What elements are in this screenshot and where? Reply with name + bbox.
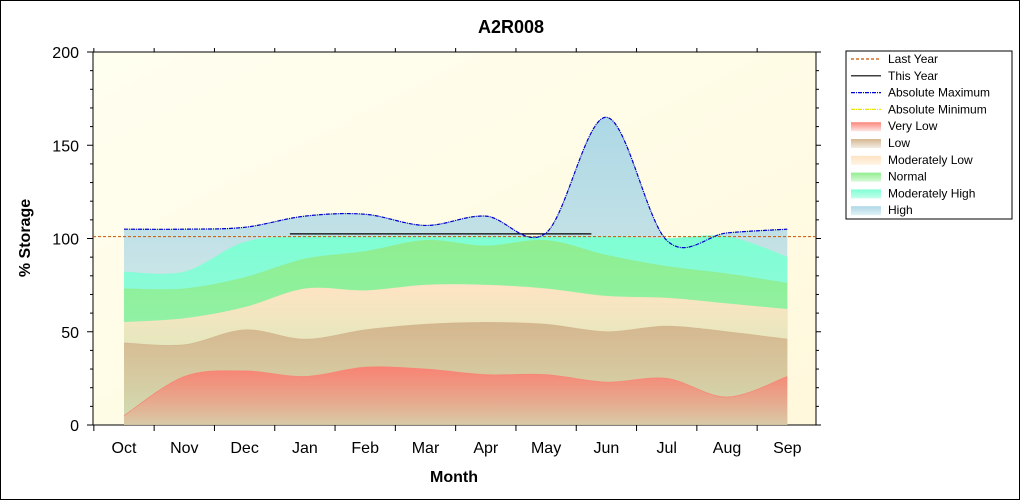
legend-label-moderately-high: Moderately High [888,186,975,200]
band-edge-moderately-low [123,284,788,323]
x-axis-title: Month [430,469,478,486]
band-edge-normal [123,239,788,291]
legend-label-low: Low [888,136,910,150]
legend-swatch-very-low [851,122,881,132]
x-tick-label: Dec [230,440,258,457]
x-tick-label: Jul [656,440,676,457]
legend-label-very-low: Very Low [888,119,938,133]
band-areas [123,116,788,425]
y-tick-label: 0 [70,418,79,435]
x-tick-label: Feb [351,440,379,457]
y-tick-label: 50 [61,325,79,342]
legend-label-this-year: This Year [888,69,938,83]
legend-swatch-low [851,139,881,148]
legend-label-moderately-low: Moderately Low [888,153,973,167]
x-tick-label: Sep [773,440,802,457]
series-lines [93,116,816,249]
x-tick-label: Aug [713,440,741,457]
y-tick-label: 100 [52,232,79,249]
axes: 0 50 100 150 200 Oct Nov Dec Jan Feb Mar Apr May Jun J… [52,45,821,457]
legend-label-absolute-minimum: Absolute Minimum [888,102,987,116]
legend: Last Year This Year Absolute Maximum Absolu… [845,50,1013,220]
legend-label-absolute-maximum: Absolute Maximum [888,86,990,100]
legend-swatch-high [851,206,881,216]
band-edge-very-low [123,366,788,417]
x-tick-label: Jun [594,440,620,457]
legend-label-normal: Normal [888,170,927,184]
y-tick-label: 150 [52,138,79,155]
legend-swatch-moderately-high [851,189,881,199]
y-axis-title: % Storage [17,199,34,277]
x-tick-label: Nov [170,440,198,457]
x-tick-label: Apr [473,440,499,457]
band-edge-low [123,322,788,346]
chart-title: A2R008 [478,17,544,37]
legend-label-high: High [888,203,913,217]
x-tick-label: Mar [412,440,440,457]
y-tick-label: 200 [52,45,79,62]
x-tick-label: Jan [292,440,318,457]
line-absolute-maximum [123,116,788,249]
legend-swatch-normal [851,172,881,182]
x-tick-label: May [531,440,561,457]
x-tick-label: Oct [112,440,137,457]
band-very-low [124,366,788,425]
legend-swatch-moderately-low [851,155,881,165]
legend-label-last-year: Last Year [888,52,938,66]
